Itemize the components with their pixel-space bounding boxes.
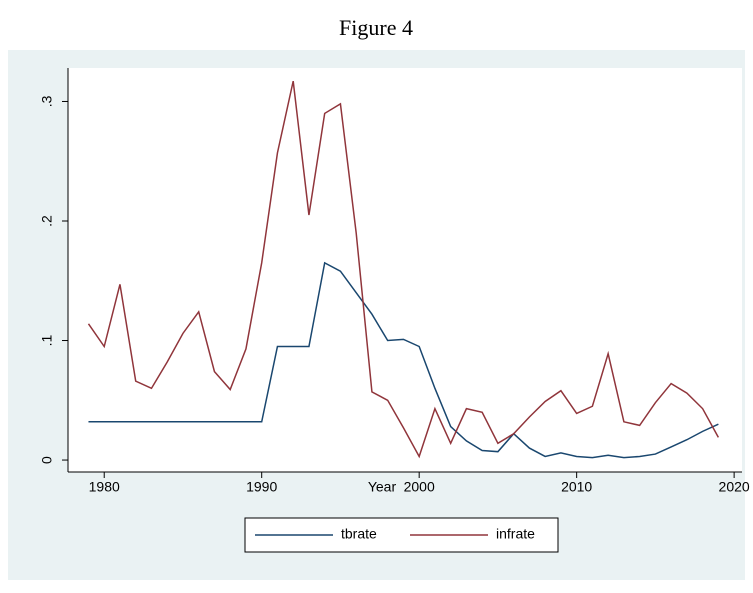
x-tick-label: 1980 [89, 479, 120, 495]
x-tick-label: 2010 [561, 479, 592, 495]
y-tick-label: .1 [39, 334, 55, 346]
x-tick-label: 2020 [719, 479, 750, 495]
x-tick-label: 1990 [246, 479, 277, 495]
x-axis-label: Year [368, 479, 397, 495]
plot-region [68, 68, 742, 472]
legend-label: tbrate [341, 526, 377, 542]
series-line [88, 261, 719, 459]
y-tick-label: .3 [39, 95, 55, 107]
legend-label: infrate [496, 526, 535, 542]
y-tick-label: 0 [39, 456, 55, 464]
x-tick-label: 2000 [404, 479, 435, 495]
series-line [87, 80, 720, 459]
y-tick-label: .2 [39, 215, 55, 227]
chart-title: Figure 4 [339, 15, 413, 40]
